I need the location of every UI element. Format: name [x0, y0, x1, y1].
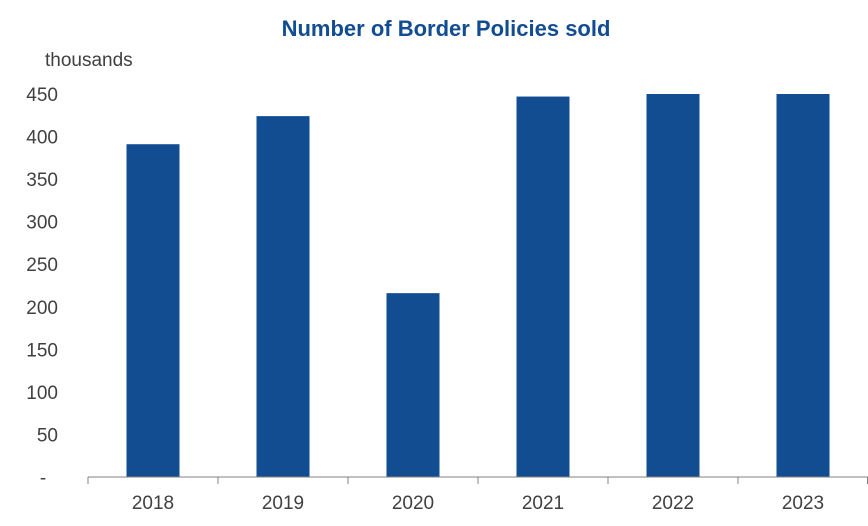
- y-tick-label: 350: [26, 170, 58, 191]
- x-axis: [87, 476, 868, 484]
- bar-2021: [516, 96, 570, 477]
- x-tick-label-2021: 2021: [522, 493, 564, 514]
- y-tick-label: 150: [26, 340, 58, 361]
- chart-title: Number of Border Policies sold: [282, 16, 611, 41]
- y-tick-label: 200: [26, 298, 58, 319]
- y-tick-label: 300: [26, 213, 58, 234]
- x-axis-tick-labels: 2018 2019 2020 2021 2022 2023: [132, 493, 824, 514]
- y-axis-unit-label: thousands: [45, 50, 133, 71]
- bar-2023: [776, 94, 830, 477]
- bar-2019: [256, 116, 310, 477]
- x-tick-label-2023: 2023: [782, 493, 824, 514]
- bar-2022: [646, 94, 700, 477]
- x-tick-label-2020: 2020: [392, 493, 434, 514]
- x-tick-label-2022: 2022: [652, 493, 694, 514]
- y-tick-label: 50: [37, 425, 58, 446]
- y-axis-tick-labels: - 50 100 150 200 250 300 350 400 450: [26, 85, 58, 489]
- x-tick-label-2018: 2018: [132, 493, 174, 514]
- bar-2018: [126, 144, 180, 477]
- bar-series: [126, 94, 830, 477]
- y-tick-label: 400: [26, 128, 58, 149]
- y-tick-label: 100: [26, 383, 58, 404]
- y-tick-label: 450: [26, 85, 58, 106]
- x-tick-label-2019: 2019: [262, 493, 304, 514]
- y-tick-label: 250: [26, 255, 58, 276]
- bar-2020: [386, 293, 440, 477]
- y-tick-label: -: [40, 468, 46, 489]
